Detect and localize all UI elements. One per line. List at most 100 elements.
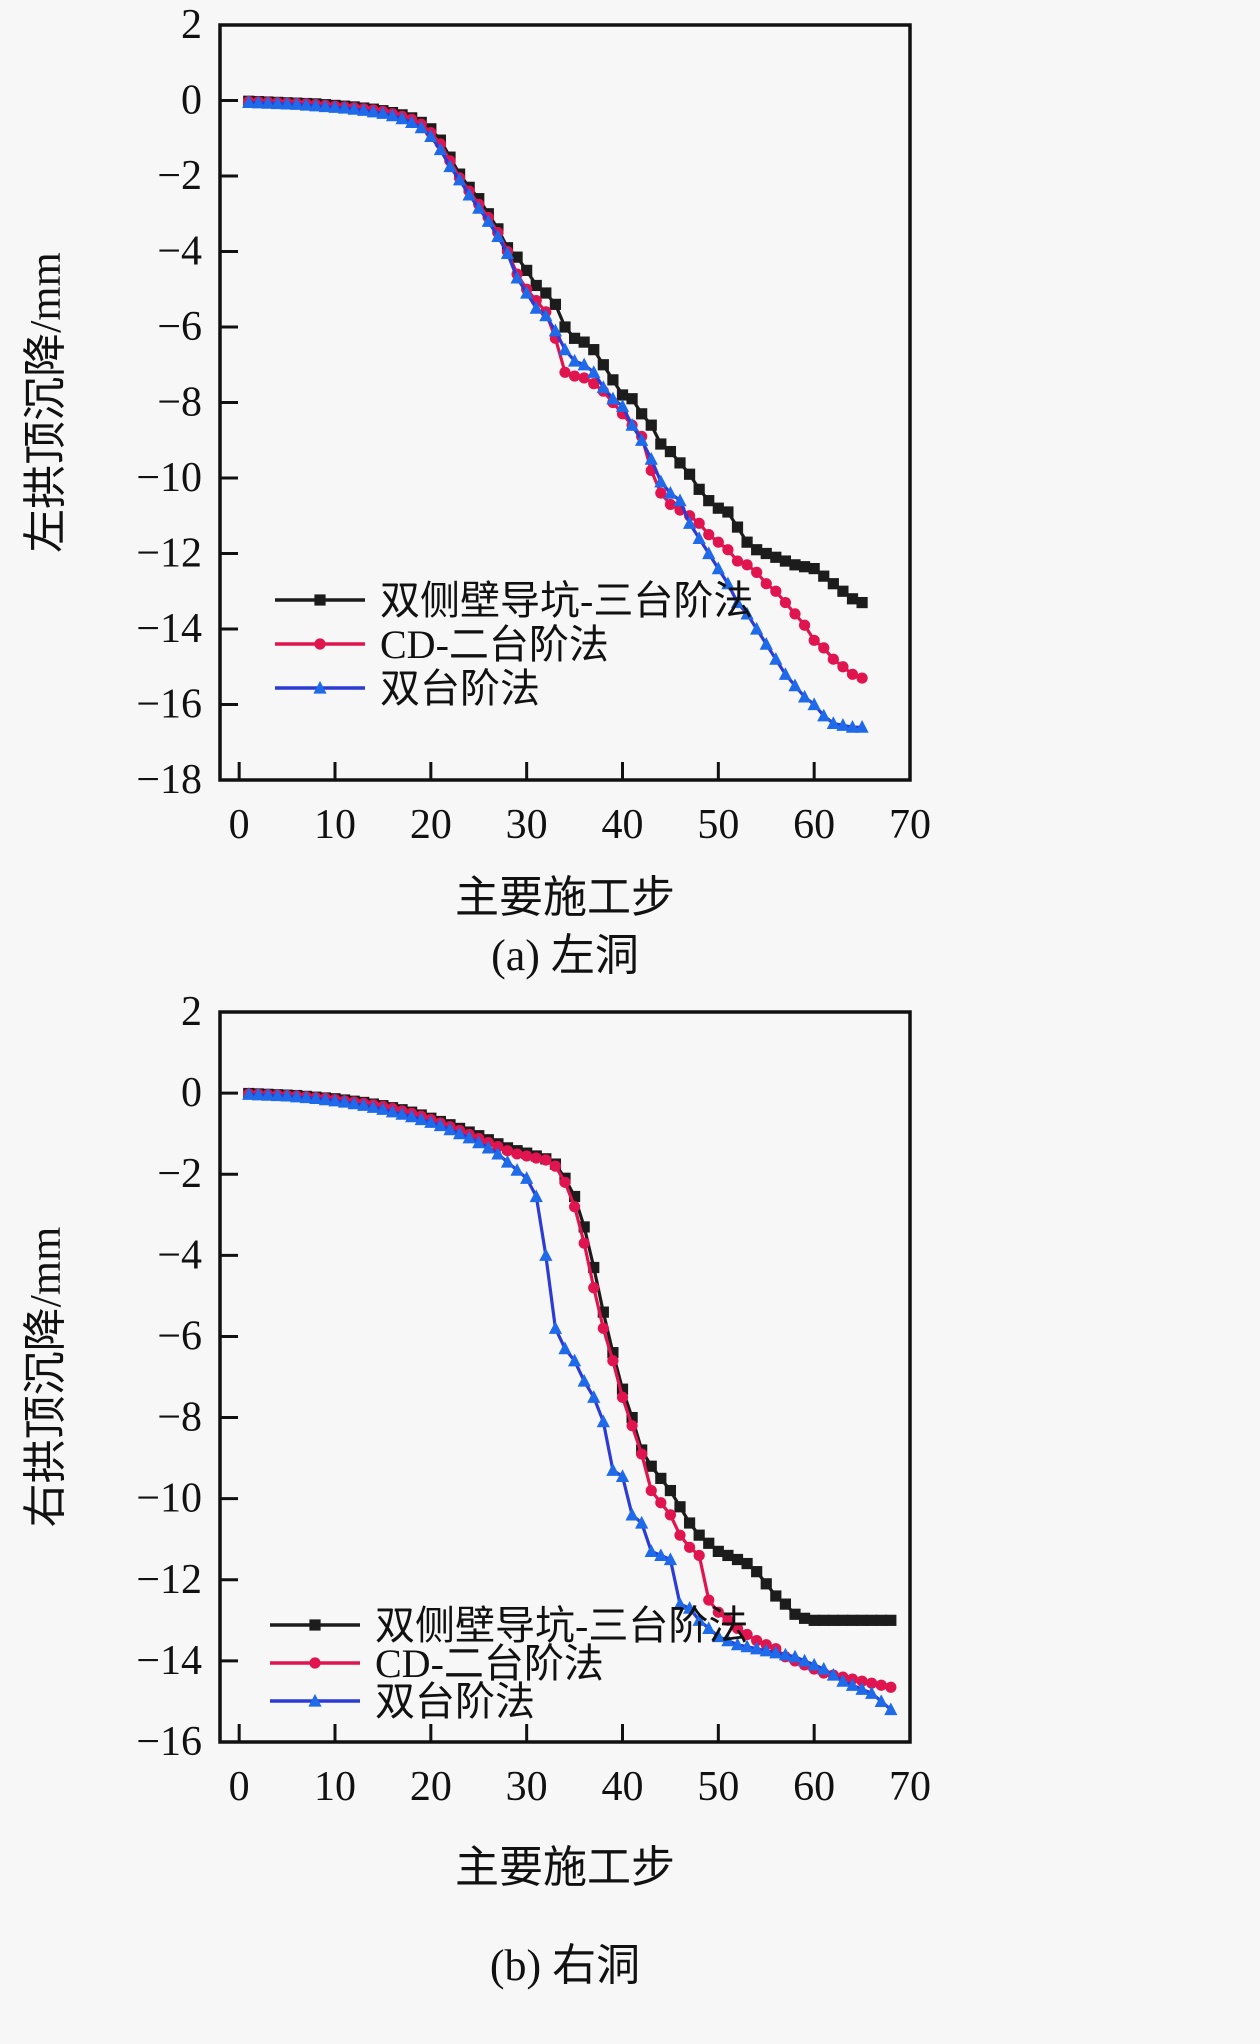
- marker-circle: [846, 668, 859, 680]
- marker-circle: [789, 608, 801, 620]
- marker-circle: [808, 634, 820, 646]
- marker-circle: [798, 619, 811, 631]
- marker-square: [568, 1190, 581, 1203]
- marker-triangle: [606, 1463, 620, 1476]
- marker-circle: [559, 366, 571, 378]
- marker-triangle: [587, 365, 601, 378]
- marker-triangle: [826, 1667, 840, 1681]
- marker-triangle: [750, 621, 764, 635]
- marker-triangle: [472, 1135, 486, 1149]
- marker-square: [521, 264, 533, 276]
- x-tick-label: 30: [506, 802, 548, 848]
- marker-square: [856, 596, 868, 609]
- marker-triangle: [462, 187, 476, 201]
- marker-triangle: [251, 95, 265, 109]
- marker-triangle: [836, 718, 850, 731]
- x-tick-label: 20: [410, 802, 452, 848]
- legend-item-2: 双台阶法: [275, 666, 540, 711]
- marker-square: [846, 593, 859, 605]
- x-tick-label: 10: [314, 802, 356, 848]
- marker-triangle: [539, 1248, 553, 1261]
- marker-square: [789, 1608, 801, 1620]
- marker-triangle: [328, 1093, 342, 1107]
- y-tick-label: −8: [157, 1395, 202, 1441]
- marker-triangle: [385, 108, 400, 122]
- marker-triangle: [625, 1507, 639, 1521]
- marker-triangle: [855, 1682, 869, 1695]
- marker-triangle: [405, 1109, 419, 1123]
- marker-triangle: [472, 200, 486, 214]
- x-tick-label: 10: [314, 1764, 356, 1810]
- marker-triangle: [711, 561, 725, 575]
- marker-triangle: [539, 308, 553, 322]
- marker-triangle: [280, 1088, 294, 1102]
- marker-triangle: [313, 680, 327, 694]
- y-tick-label: −12: [136, 1557, 202, 1603]
- marker-triangle: [730, 1637, 745, 1651]
- marker-triangle: [529, 1189, 543, 1203]
- marker-circle: [693, 517, 705, 529]
- x-axis: 0 10 20 30 40 50 60 70: [229, 1724, 931, 1810]
- marker-triangle: [644, 452, 658, 465]
- marker-square: [568, 332, 581, 344]
- marker-square: [885, 1614, 897, 1626]
- marker-square: [607, 374, 619, 386]
- marker-square: [837, 585, 849, 597]
- legend-item-0: 双侧壁导坑-三台阶法: [275, 578, 753, 623]
- legend-label: 双台阶法: [380, 666, 540, 711]
- plot-frame: [218, 1010, 912, 1744]
- marker-circle: [885, 1681, 897, 1693]
- marker-circle: [655, 487, 667, 499]
- marker-circle: [751, 566, 763, 578]
- x-tick-label: 40: [602, 1764, 644, 1810]
- marker-triangle: [548, 1321, 563, 1334]
- marker-triangle: [740, 1639, 754, 1653]
- marker-circle: [712, 1606, 724, 1618]
- marker-triangle: [548, 323, 563, 337]
- marker-circle: [578, 372, 590, 384]
- marker-circle: [731, 555, 744, 567]
- x-axis: 0 10 20 30 40 50 60 70: [229, 762, 931, 848]
- marker-circle: [664, 1509, 677, 1521]
- marker-square: [837, 1614, 849, 1626]
- legend-item-2: 双台阶法: [270, 1679, 535, 1724]
- marker-triangle: [443, 1122, 457, 1136]
- marker-square: [626, 393, 638, 405]
- marker-triangle: [625, 418, 639, 431]
- marker-circle: [741, 1628, 753, 1641]
- marker-triangle: [385, 1104, 400, 1118]
- marker-triangle: [577, 1373, 591, 1387]
- marker-triangle: [510, 270, 524, 284]
- marker-triangle: [797, 1653, 812, 1667]
- marker-square: [818, 1614, 830, 1626]
- marker-triangle: [328, 100, 342, 113]
- marker-circle: [664, 498, 677, 511]
- chart-caption: (a) 左洞: [491, 931, 639, 980]
- marker-square: [770, 551, 782, 563]
- marker-square: [722, 506, 734, 518]
- legend-label: CD-二台阶法: [375, 1641, 604, 1686]
- marker-triangle: [567, 1353, 582, 1367]
- marker-circle: [751, 1635, 763, 1647]
- marker-triangle: [347, 102, 361, 115]
- x-tick-label: 0: [229, 1764, 250, 1810]
- y-tick-label: −16: [136, 1719, 202, 1765]
- marker-triangle: [299, 97, 313, 111]
- marker-circle: [501, 1145, 514, 1157]
- marker-square: [751, 1566, 763, 1578]
- marker-square: [875, 1614, 887, 1626]
- y-axis-title: 左拱顶沉降/mm: [21, 252, 70, 553]
- series-left-tunnel-0: [243, 95, 868, 609]
- marker-square: [827, 578, 839, 590]
- marker-circle: [818, 642, 830, 654]
- series-line: [248, 99, 863, 605]
- marker-triangle: [692, 1613, 706, 1626]
- marker-triangle: [261, 96, 275, 109]
- chart-left-tunnel: 20−2−4−6−8−10−12−14−16−180 10 20 30 40 50 60 70…: [21, 2, 931, 980]
- marker-triangle: [309, 98, 323, 112]
- marker-square: [309, 1619, 321, 1631]
- y-tick-label: 2: [181, 989, 202, 1035]
